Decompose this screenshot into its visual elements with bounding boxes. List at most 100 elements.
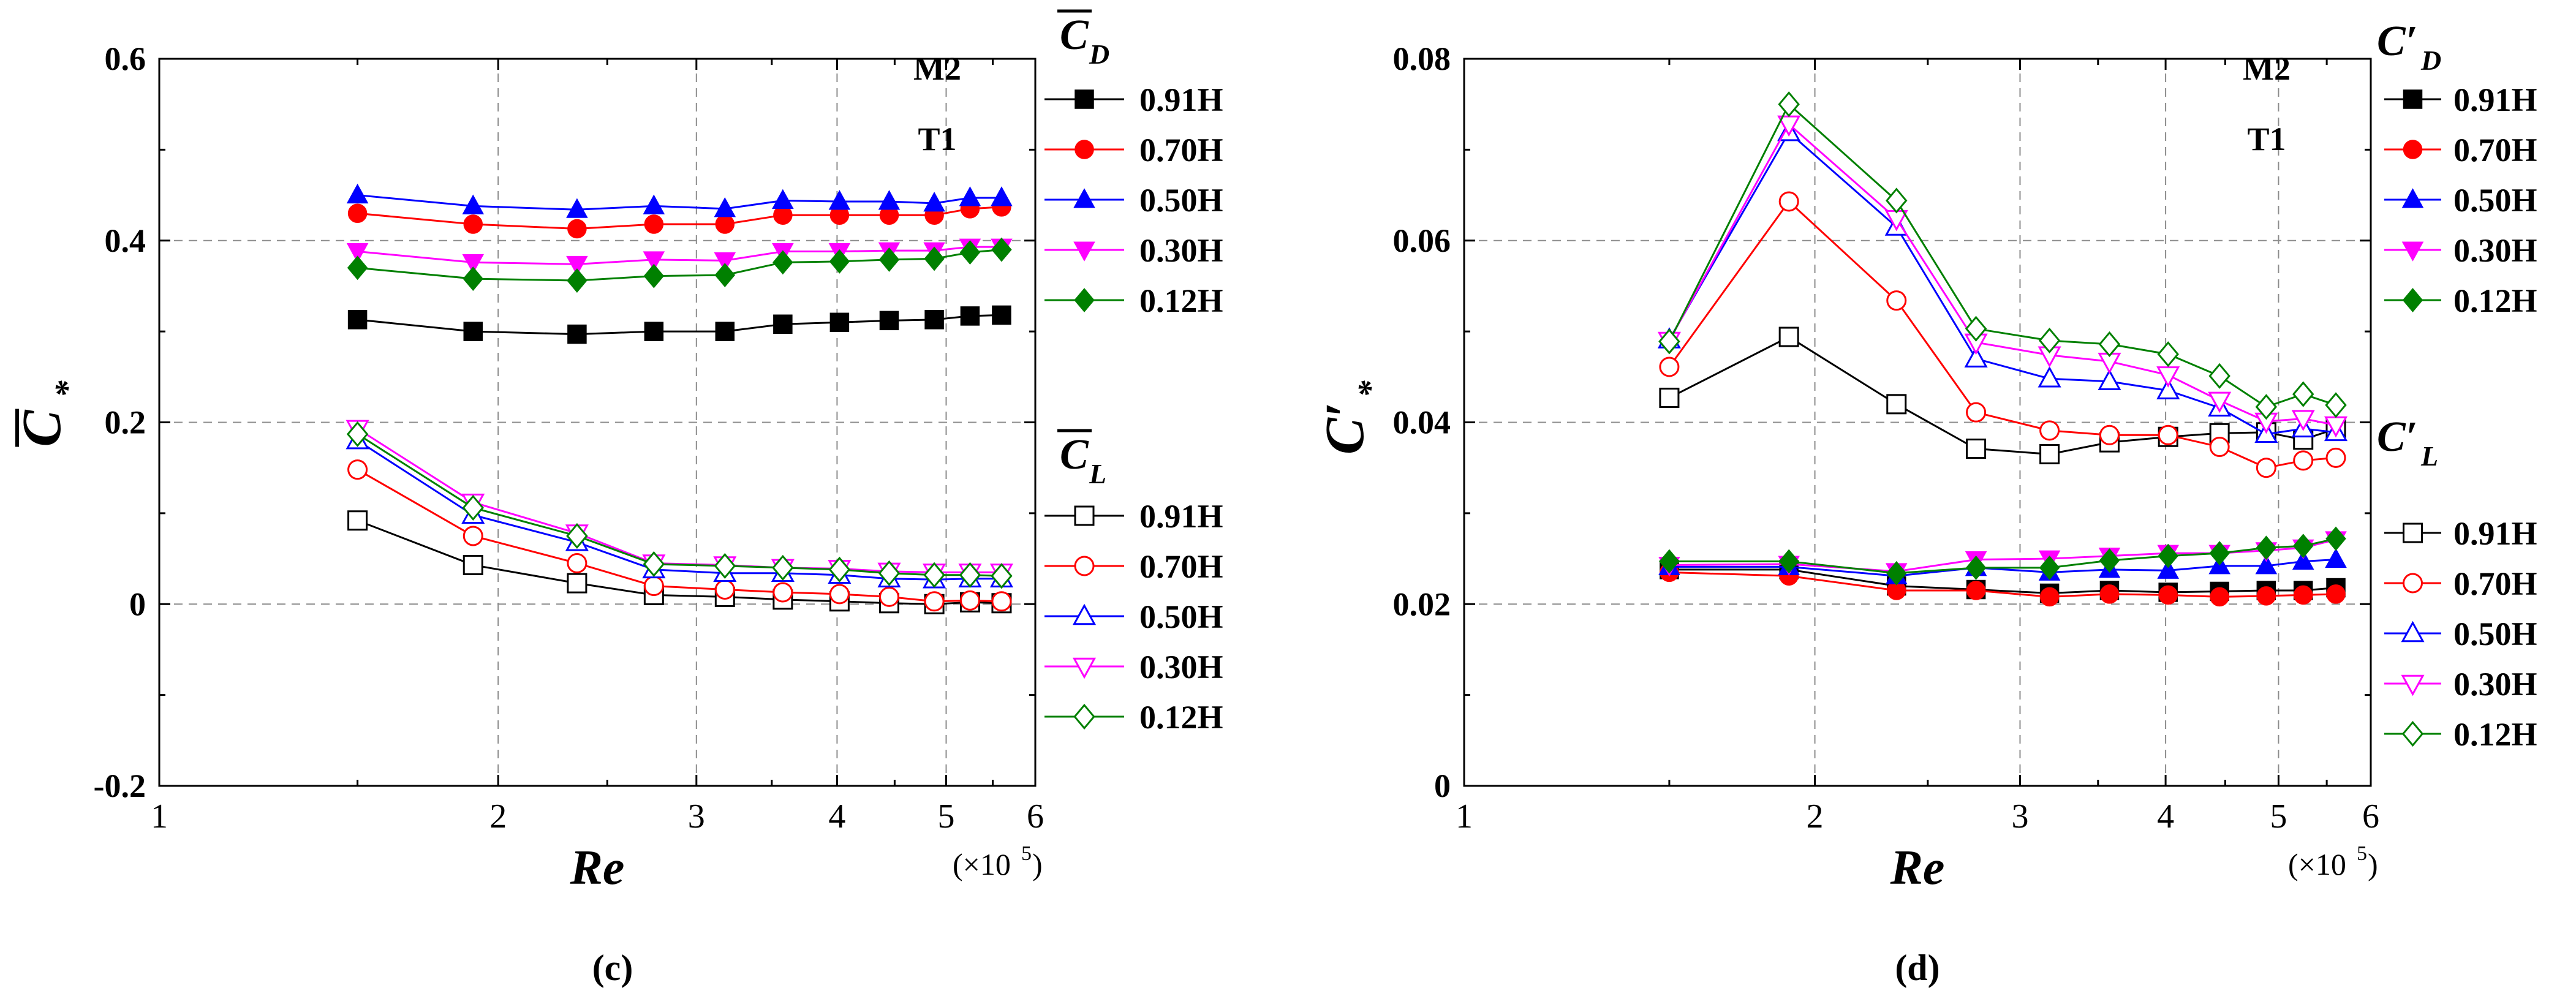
legend-label: 0.70H bbox=[1139, 132, 1223, 168]
legend-item: 0.12H bbox=[2384, 716, 2537, 753]
y-tick-label: 0.04 bbox=[1393, 404, 1451, 441]
legend-lift: C L 0.91H 0.70H 0.50H 0.30H 0.12H bbox=[1044, 429, 1223, 736]
data-point bbox=[347, 203, 368, 223]
x-unit-exponent: 5 bbox=[2357, 842, 2367, 865]
data-point bbox=[643, 263, 665, 289]
legend-marker bbox=[2401, 188, 2424, 208]
data-point bbox=[567, 219, 587, 239]
data-point bbox=[2325, 526, 2346, 551]
y-tick-label: 0 bbox=[1434, 768, 1451, 804]
data-point bbox=[772, 554, 794, 581]
data-point bbox=[566, 198, 588, 218]
data-point bbox=[2158, 585, 2178, 605]
series-line bbox=[1668, 102, 2336, 408]
data-point bbox=[773, 314, 793, 334]
data-point bbox=[714, 252, 736, 273]
series-fluct-030H bbox=[1657, 115, 2348, 438]
legend-item: 0.50H bbox=[2384, 182, 2537, 219]
series-fluct-070H bbox=[347, 459, 1012, 612]
data-point bbox=[2256, 535, 2277, 560]
legend-label: 0.50H bbox=[2453, 616, 2537, 652]
legend-title: C′ bbox=[2377, 18, 2417, 65]
legend-label: 0.50H bbox=[1139, 598, 1223, 635]
annotation-m2: M2 bbox=[913, 50, 961, 87]
legend-item: 0.30H bbox=[2384, 232, 2537, 269]
data-point bbox=[2255, 394, 2278, 420]
legend-title: C′ bbox=[2377, 413, 2417, 461]
data-point bbox=[2326, 584, 2346, 604]
data-point bbox=[960, 306, 980, 326]
data-point bbox=[1778, 326, 1799, 347]
series-mean-012H bbox=[1659, 526, 2346, 586]
legend-item: 0.70H bbox=[1044, 132, 1223, 168]
data-point bbox=[346, 243, 369, 263]
x-axis-label: Re bbox=[570, 841, 625, 895]
data-point bbox=[924, 246, 945, 271]
data-point bbox=[829, 249, 850, 274]
legend-title-subscript: D bbox=[1089, 39, 1109, 70]
x-tick-label: 4 bbox=[828, 798, 845, 835]
legend-item: 0.50H bbox=[2384, 616, 2537, 652]
series-fluct-091H bbox=[1659, 326, 2346, 464]
data-point bbox=[1778, 549, 1799, 574]
series-line bbox=[357, 249, 1002, 282]
series-line bbox=[357, 246, 1002, 265]
x-tick-label: 2 bbox=[489, 798, 507, 835]
data-point bbox=[2039, 443, 2060, 464]
data-point bbox=[879, 311, 899, 331]
legend-marker bbox=[1072, 657, 1097, 679]
data-point bbox=[878, 190, 901, 210]
y-tick-label: 0.2 bbox=[105, 404, 146, 441]
legend-label: 0.12H bbox=[2453, 716, 2537, 753]
data-point bbox=[2325, 447, 2346, 468]
data-point bbox=[1886, 394, 1907, 415]
y-tick-label: 0.08 bbox=[1393, 40, 1451, 77]
legend-item: 0.12H bbox=[1044, 699, 1223, 736]
data-point bbox=[643, 194, 665, 214]
legend-item: 0.91H bbox=[1044, 498, 1223, 535]
y-axis-label-text: C bbox=[12, 410, 72, 447]
legend-marker bbox=[2402, 288, 2423, 312]
data-point bbox=[715, 322, 735, 341]
y-axis-label: C* bbox=[12, 380, 86, 447]
legend-label: 0.91H bbox=[1139, 498, 1223, 535]
data-point bbox=[828, 190, 851, 210]
series-line bbox=[1668, 130, 2336, 436]
series-mean-050H bbox=[1658, 548, 2347, 584]
data-point bbox=[567, 268, 587, 293]
y-tick-label: 0.4 bbox=[105, 222, 146, 259]
y-tick-label: 0 bbox=[129, 586, 146, 622]
y-axis-label: C′ * bbox=[1315, 380, 1389, 455]
x-tick-label: 3 bbox=[2011, 798, 2028, 835]
x-axis-label: Re bbox=[1890, 841, 1945, 895]
data-point bbox=[878, 247, 900, 272]
data-point bbox=[2156, 378, 2180, 399]
legend-drag: C D 0.91H 0.70H 0.50H 0.30H 0.12H bbox=[1044, 9, 1223, 319]
data-point bbox=[1778, 191, 1799, 212]
data-point bbox=[829, 584, 850, 605]
x-unit-close: ) bbox=[2368, 847, 2378, 881]
y-tick-label: 0.06 bbox=[1393, 222, 1451, 259]
annotation-t1: T1 bbox=[918, 121, 956, 157]
legend-label: 0.91H bbox=[2453, 515, 2537, 552]
data-point bbox=[463, 554, 483, 575]
legend-title-subscript: L bbox=[2420, 440, 2438, 472]
legend-title-subscript: D bbox=[2420, 45, 2441, 76]
series-fluct-012H bbox=[346, 421, 1013, 589]
legend-marker bbox=[1073, 241, 1095, 262]
data-point bbox=[959, 590, 980, 611]
y-tick-label: 0.6 bbox=[105, 40, 146, 77]
data-point bbox=[2156, 366, 2180, 388]
legend-label: 0.30H bbox=[1139, 649, 1223, 685]
series-mean-070H bbox=[1660, 562, 2346, 607]
data-point bbox=[2210, 587, 2229, 607]
data-point bbox=[462, 494, 484, 521]
y-axis-label-text: C′ bbox=[1315, 402, 1375, 454]
x-tick-label: 5 bbox=[2270, 798, 2287, 835]
data-point bbox=[567, 573, 587, 594]
legend-marker bbox=[1072, 603, 1097, 625]
data-point bbox=[878, 586, 899, 607]
data-point bbox=[462, 194, 485, 214]
legend-item: 0.12H bbox=[1044, 282, 1223, 319]
